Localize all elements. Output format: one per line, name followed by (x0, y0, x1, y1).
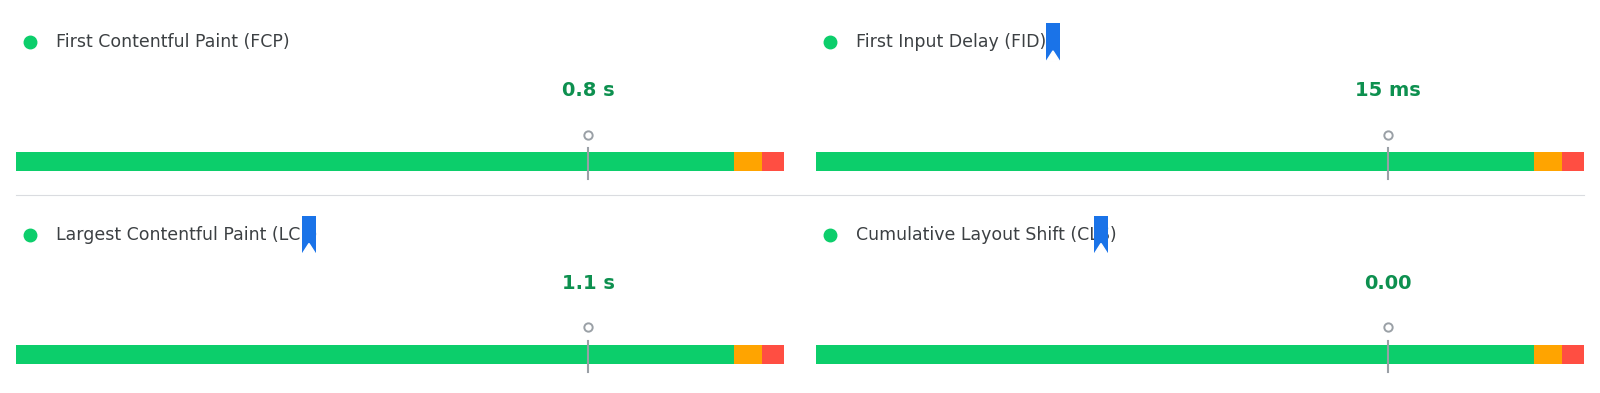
FancyBboxPatch shape (1563, 345, 1584, 364)
Text: Cumulative Layout Shift (CLS): Cumulative Layout Shift (CLS) (856, 226, 1117, 244)
Text: 15 ms: 15 ms (1355, 81, 1421, 100)
Polygon shape (1094, 244, 1107, 254)
FancyBboxPatch shape (16, 152, 734, 171)
Text: First Input Delay (FID): First Input Delay (FID) (856, 33, 1046, 51)
Text: 1.1 s: 1.1 s (562, 274, 614, 293)
Text: 0.8 s: 0.8 s (562, 81, 614, 100)
Polygon shape (1046, 51, 1059, 62)
Text: Largest Contentful Paint (LCP): Largest Contentful Paint (LCP) (56, 226, 317, 244)
FancyBboxPatch shape (1534, 152, 1563, 171)
FancyBboxPatch shape (816, 345, 1534, 364)
FancyBboxPatch shape (1563, 152, 1584, 171)
Text: 0.00: 0.00 (1365, 274, 1411, 293)
FancyBboxPatch shape (763, 152, 784, 171)
FancyBboxPatch shape (734, 152, 763, 171)
FancyBboxPatch shape (816, 152, 1534, 171)
FancyBboxPatch shape (1534, 345, 1563, 364)
Polygon shape (302, 244, 315, 254)
FancyBboxPatch shape (16, 345, 734, 364)
FancyBboxPatch shape (734, 345, 763, 364)
FancyBboxPatch shape (1046, 23, 1059, 62)
FancyBboxPatch shape (1094, 216, 1107, 254)
FancyBboxPatch shape (763, 345, 784, 364)
Text: First Contentful Paint (FCP): First Contentful Paint (FCP) (56, 33, 290, 51)
FancyBboxPatch shape (302, 216, 315, 254)
